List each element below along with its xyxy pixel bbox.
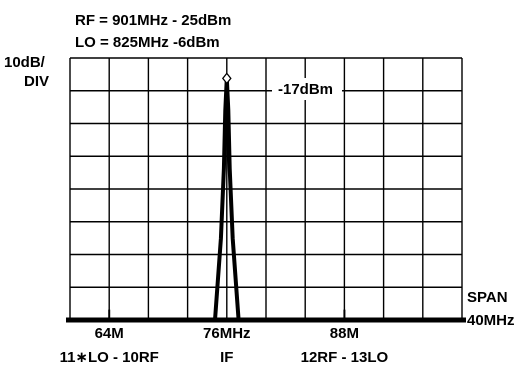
labels-layer: RF = 901MHz - 25dBm LO = 825MHz -6dBm 10… <box>4 12 515 366</box>
chart-title: RF = 901MHz - 25dBm <box>75 12 231 29</box>
y-scale-label-line2: DIV <box>24 73 49 90</box>
x-tick-label: 88M <box>330 325 359 342</box>
grid <box>69 57 463 320</box>
trace-layer <box>66 72 466 323</box>
chart-subtitle: LO = 825MHz -6dBm <box>75 34 220 51</box>
mixing-product-label: IF <box>220 349 233 366</box>
x-tick-label: 64M <box>95 325 124 342</box>
span-label-line1: SPAN <box>467 289 508 306</box>
peak-marker <box>221 72 232 85</box>
peak-label-background <box>272 78 342 100</box>
peak-label: -17dBm <box>278 81 333 98</box>
mixing-product-label: 12RF - 13LO <box>301 349 389 366</box>
x-tick-label: 76MHz <box>203 325 251 342</box>
y-scale-label-line1: 10dB/ <box>4 54 46 71</box>
span-label-line2: 40MHz <box>467 312 515 329</box>
mixing-product-label: 11∗LO - 10RF <box>60 349 159 366</box>
